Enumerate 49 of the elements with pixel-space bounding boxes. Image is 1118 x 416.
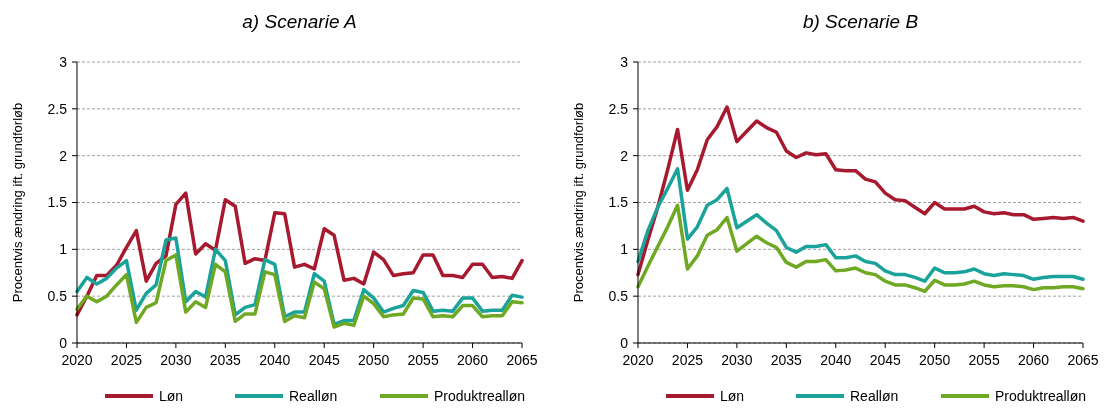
y-tick-label: 3 <box>59 53 68 70</box>
legend-label: Produktrealløn <box>995 387 1087 404</box>
y-tick-label: 0 <box>59 334 68 351</box>
y-tick-label: 2 <box>620 147 629 164</box>
x-tick-label: 2030 <box>721 352 753 368</box>
x-tick-label: 2035 <box>770 352 803 368</box>
x-tick-label: 2035 <box>209 352 242 368</box>
y-tick-label: 0 <box>620 334 629 351</box>
y-tick-label: 1.5 <box>47 194 68 211</box>
x-tick-label: 2065 <box>1067 352 1099 368</box>
line-series <box>75 253 524 329</box>
legend-label: Løn <box>159 387 184 404</box>
legend-label: Realløn <box>850 387 899 404</box>
x-tick-label: 2055 <box>407 352 439 368</box>
y-tick-label: 2.5 <box>608 100 629 117</box>
x-tick-label: 2050 <box>358 352 390 368</box>
y-tick-label: 0.5 <box>608 288 629 305</box>
legend-label: Løn <box>720 387 745 404</box>
line-series <box>636 105 1085 277</box>
chart-title: b) Scenarie B <box>802 11 919 32</box>
x-tick-label: 2060 <box>1017 352 1050 368</box>
y-tick-label: 1 <box>620 241 629 258</box>
y-tick-label: 1 <box>59 241 68 258</box>
legend-label: Realløn <box>289 387 338 404</box>
y-tick-label: 2 <box>59 147 68 164</box>
x-tick-label: 2060 <box>456 352 489 368</box>
x-tick-label: 2020 <box>622 352 654 368</box>
line-series <box>636 167 1085 283</box>
y-axis-title: Procentvis ændring ift. grundforløb <box>571 102 586 303</box>
x-tick-label: 2040 <box>259 352 291 368</box>
x-tick-label: 2045 <box>869 352 901 368</box>
y-tick-label: 0.5 <box>47 288 68 305</box>
line-series <box>636 203 1085 294</box>
y-tick-label: 2.5 <box>47 100 68 117</box>
legend-label: Produktrealløn <box>434 387 526 404</box>
x-tick-label: 2050 <box>919 352 951 368</box>
line-series <box>75 191 524 317</box>
x-tick-label: 2025 <box>110 352 143 368</box>
y-tick-label: 1.5 <box>608 194 629 211</box>
y-axis-title: Procentvis ændring ift. grundforløb <box>10 102 25 303</box>
x-tick-label: 2040 <box>820 352 852 368</box>
x-tick-label: 2045 <box>308 352 340 368</box>
x-tick-label: 2030 <box>160 352 192 368</box>
x-tick-label: 2025 <box>671 352 704 368</box>
x-tick-label: 2065 <box>506 352 538 368</box>
chart-title: a) Scenarie A <box>242 11 357 32</box>
y-tick-label: 3 <box>620 53 629 70</box>
x-tick-label: 2020 <box>61 352 93 368</box>
x-tick-label: 2055 <box>968 352 1000 368</box>
